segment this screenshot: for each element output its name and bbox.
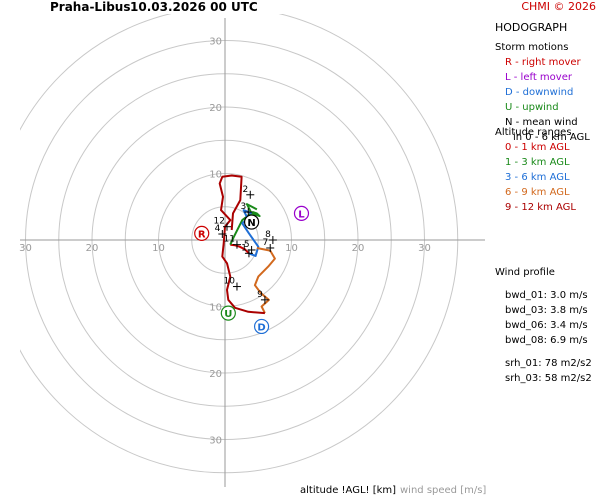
altitude-ranges-title: Altitude ranges: [495, 127, 572, 138]
srh-03-value: srh_03: 58 m2/s2: [505, 373, 592, 384]
altitude-ranges-legend: Altitude ranges 0 - 1 km AGL 1 - 3 km AG…: [495, 125, 600, 215]
wind-profile-panel: Wind profile bwd_01: 3.0 m/s bwd_03: 3.8…: [495, 265, 600, 386]
height-label: 10: [224, 277, 236, 287]
legend-upwind: U - upwind: [505, 102, 559, 113]
legend-panel: HODOGRAPH: [495, 20, 600, 35]
hodograph-segment-1-3: [229, 203, 261, 246]
legend-altitude-0-1: 0 - 1 km AGL: [505, 142, 570, 153]
y-tick-label: 20: [209, 369, 222, 380]
station-name: Praha-Libus: [50, 0, 131, 14]
y-tick-label: 20: [209, 103, 222, 114]
storm-marker-letter: D: [257, 322, 265, 333]
storm-marker-letter: N: [247, 218, 255, 229]
legend-altitude-6-9: 6 - 9 km AGL: [505, 187, 570, 198]
bwd-08-value: bwd_08: 6.9 m/s: [505, 335, 588, 346]
y-tick-label: 30: [209, 436, 222, 447]
storm-marker-U: [220, 305, 236, 321]
x-tick-label: 20: [352, 243, 365, 254]
legend-left-mover: L - left mover: [505, 72, 572, 83]
altitude-unit-label: altitude !AGL! [km]: [300, 485, 397, 496]
storm-motions-title: Storm motions: [495, 42, 569, 53]
storm-marker-letter: R: [198, 229, 206, 240]
wind-profile-title: Wind profile: [495, 267, 555, 278]
bwd-01-value: bwd_01: 3.0 m/s: [505, 290, 588, 301]
panel-title: HODOGRAPH: [495, 21, 568, 34]
y-tick-label: 10: [209, 170, 222, 181]
storm-marker-D: [253, 318, 270, 335]
storm-marker-N: [244, 214, 260, 230]
height-label: 5: [244, 240, 250, 250]
legend-mean-wind-note: in 0 - 6 km AGL: [513, 132, 590, 143]
bwd-03-value: bwd_03: 3.8 m/s: [505, 305, 588, 316]
storm-marker-letter: L: [298, 209, 305, 220]
sounding-datetime: 10.03.2026 00 UTC: [130, 0, 258, 14]
height-label: 4: [215, 224, 221, 234]
x-tick-label: 20: [86, 243, 99, 254]
legend-downwind: D - downwind: [505, 87, 574, 98]
height-label: 1: [241, 243, 247, 253]
srh-01-value: srh_01: 78 m2/s2: [505, 358, 592, 369]
x-tick-label: 30: [19, 243, 32, 254]
storm-marker-L: [293, 205, 310, 221]
height-label: 8: [265, 230, 271, 240]
x-tick-label: 30: [418, 243, 431, 254]
y-tick-label: 10: [209, 303, 222, 314]
legend-altitude-3-6: 3 - 6 km AGL: [505, 172, 570, 183]
hodograph-segment-3-6: [241, 209, 260, 257]
legend-right-mover: R - right mover: [505, 57, 581, 68]
height-label: 9: [257, 290, 263, 300]
storm-marker-R: [194, 225, 210, 241]
height-label: 7: [262, 238, 268, 248]
storm-marker-letter: U: [224, 309, 232, 320]
x-tick-label: 10: [285, 243, 298, 254]
storm-motions-legend: Storm motions R - right mover L - left m…: [495, 40, 600, 145]
wind-speed-unit-label: wind speed [m/s]: [400, 485, 487, 496]
height-label: 3: [241, 202, 247, 212]
copyright-label: CHMI © 2026: [521, 0, 596, 13]
legend-altitude-1-3: 1 - 3 km AGL: [505, 157, 570, 168]
hodograph-segment-9-12: [218, 174, 265, 315]
height-label: 2: [243, 185, 249, 195]
bwd-06-value: bwd_06: 3.4 m/s: [505, 320, 588, 331]
y-tick-label: 30: [209, 37, 222, 48]
height-label: 11: [224, 235, 235, 245]
legend-mean-wind: N - mean wind: [505, 117, 578, 128]
x-tick-label: 10: [152, 243, 165, 254]
legend-altitude-9-12: 9 - 12 km AGL: [505, 202, 576, 213]
height-label: 12: [214, 217, 225, 227]
